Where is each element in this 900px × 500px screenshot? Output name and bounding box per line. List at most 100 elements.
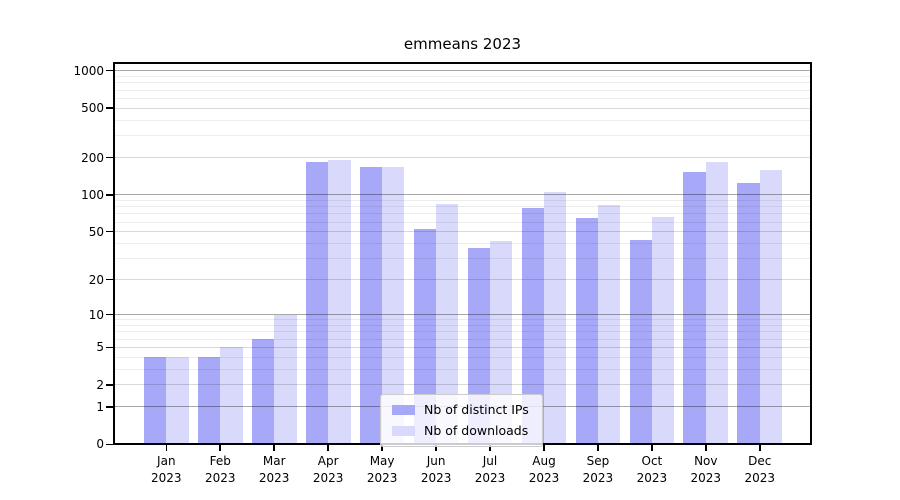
- x-tick-label-may: May 2023: [350, 453, 414, 487]
- x-tick-mark-apr: [327, 445, 329, 451]
- bar-jun-downloads: [436, 204, 459, 443]
- x-tick-month: Oct: [641, 454, 663, 468]
- x-tick-label-sep: Sep 2023: [566, 453, 630, 487]
- y-tick-label-10: 10: [88, 307, 104, 322]
- x-tick-mark-jul: [489, 445, 491, 451]
- x-tick-label-mar: Mar 2023: [242, 453, 306, 487]
- x-tick-label-aug: Aug 2023: [512, 453, 576, 487]
- bar-apr-distinct-ips: [305, 162, 329, 443]
- x-tick-mark-mar: [273, 445, 275, 451]
- y-tick-label-0: 0: [96, 437, 104, 452]
- y-tick-mark-1000: [106, 69, 113, 72]
- legend-item-downloads: Nb of downloads: [392, 422, 529, 439]
- x-tick-month: Apr: [317, 454, 339, 468]
- plot-area: Nb of distinct IPs Nb of downloads: [113, 62, 812, 447]
- x-tick-year: 2023: [474, 471, 506, 485]
- x-tick-label-jun: Jun 2023: [404, 453, 468, 487]
- x-tick-mark-dec: [759, 445, 761, 451]
- y-tick-mark-5: [106, 346, 113, 349]
- bar-may-distinct-ips: [359, 167, 383, 443]
- y-tick-label-1000: 1000: [73, 63, 104, 78]
- y-tick-label-200: 200: [81, 150, 104, 165]
- bar-nov-downloads: [705, 161, 729, 443]
- x-tick-month: Mar: [262, 454, 286, 468]
- y-tick-mark-10: [106, 313, 113, 316]
- x-tick-month: Jan: [157, 454, 176, 468]
- bar-jan-downloads: [166, 357, 189, 443]
- x-tick-year: 2023: [205, 471, 236, 485]
- legend-swatch-distinct-ips-icon: [392, 404, 415, 415]
- x-tick-month: Feb: [209, 454, 231, 468]
- x-tick-year: 2023: [744, 471, 776, 485]
- x-tick-label-apr: Apr 2023: [296, 453, 360, 487]
- legend-label-distinct-ips: Nb of distinct IPs: [424, 402, 529, 417]
- y-tick-mark-2: [106, 384, 113, 386]
- x-tick-mark-aug: [543, 445, 545, 451]
- x-tick-label-jul: Jul 2023: [458, 453, 522, 487]
- bar-jul-downloads: [490, 240, 513, 443]
- y-tick-label-50: 50: [88, 224, 104, 239]
- x-tick-month: May: [369, 454, 395, 468]
- x-tick-label-oct: Oct 2023: [620, 453, 684, 487]
- y-tick-mark-0: [106, 443, 113, 446]
- y-tick-mark-200: [106, 156, 113, 159]
- x-tick-mark-may: [381, 445, 383, 451]
- x-tick-mark-jun: [435, 445, 437, 451]
- x-tick-mark-feb: [219, 445, 221, 451]
- x-tick-year: 2023: [582, 471, 614, 485]
- x-tick-month: Jul: [482, 454, 498, 468]
- y-tick-mark-100: [106, 194, 113, 196]
- bar-oct-distinct-ips: [629, 239, 652, 443]
- y-tick-mark-1: [106, 406, 113, 408]
- bar-nov-distinct-ips: [683, 172, 706, 443]
- bars-layer: [115, 64, 810, 443]
- x-tick-year: 2023: [366, 471, 398, 485]
- x-tick-label-nov: Nov 2023: [674, 453, 738, 487]
- x-tick-year: 2023: [420, 471, 452, 485]
- legend: Nb of distinct IPs Nb of downloads: [380, 394, 543, 447]
- bar-may-downloads: [382, 166, 405, 443]
- y-tick-label-5: 5: [96, 340, 104, 355]
- chart-title: emmeans 2023: [403, 35, 522, 53]
- bar-dec-downloads: [759, 169, 783, 443]
- x-tick-mark-sep: [597, 445, 599, 451]
- bar-mar-downloads: [274, 314, 297, 443]
- x-tick-label-feb: Feb 2023: [188, 453, 252, 487]
- y-tick-label-20: 20: [88, 272, 104, 287]
- bar-mar-distinct-ips: [251, 339, 275, 443]
- bar-feb-distinct-ips: [197, 357, 221, 443]
- x-tick-label-dec: Dec 2023: [728, 453, 792, 487]
- y-tick-mark-20: [106, 278, 113, 281]
- x-tick-month: Dec: [748, 454, 772, 468]
- x-tick-year: 2023: [151, 471, 182, 485]
- y-tick-mark-500: [106, 107, 113, 109]
- bar-feb-downloads: [220, 347, 243, 443]
- x-tick-year: 2023: [528, 471, 560, 485]
- x-tick-year: 2023: [258, 471, 290, 485]
- x-tick-year: 2023: [312, 471, 344, 485]
- x-tick-month: Aug: [532, 454, 556, 468]
- y-tick-mark-50: [106, 230, 113, 233]
- legend-swatch-downloads-icon: [392, 425, 415, 436]
- bar-jan-distinct-ips: [143, 357, 167, 443]
- x-tick-mark-jan: [165, 445, 168, 451]
- x-tick-mark-oct: [651, 445, 653, 451]
- bar-aug-downloads: [544, 191, 567, 443]
- bar-sep-downloads: [597, 205, 621, 443]
- x-tick-year: 2023: [690, 471, 722, 485]
- x-tick-month: Nov: [694, 454, 718, 468]
- x-tick-year: 2023: [636, 471, 668, 485]
- y-tick-label-2: 2: [96, 377, 104, 392]
- legend-label-downloads: Nb of downloads: [424, 423, 529, 438]
- bar-jun-distinct-ips: [413, 228, 437, 443]
- legend-item-distinct-ips: Nb of distinct IPs: [392, 401, 529, 418]
- bar-sep-distinct-ips: [575, 217, 598, 443]
- y-tick-label-100: 100: [81, 187, 104, 202]
- y-tick-label-500: 500: [81, 101, 104, 116]
- bar-apr-downloads: [328, 159, 351, 443]
- y-tick-label-1: 1: [96, 399, 104, 414]
- bar-dec-distinct-ips: [737, 183, 760, 443]
- x-tick-label-jan: Jan 2023: [134, 453, 198, 487]
- x-tick-month: Sep: [586, 454, 610, 468]
